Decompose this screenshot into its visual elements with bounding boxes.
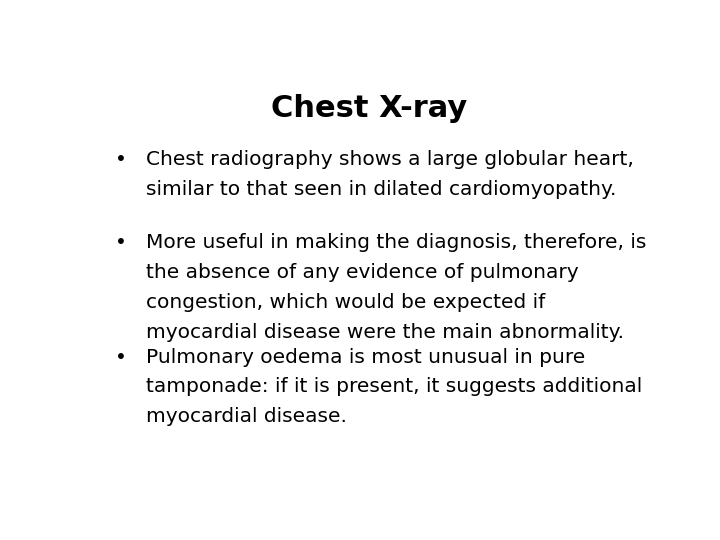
Text: •: • xyxy=(114,150,127,169)
Text: Chest radiography shows a large globular heart,: Chest radiography shows a large globular… xyxy=(145,150,634,169)
Text: •: • xyxy=(114,233,127,252)
Text: More useful in making the diagnosis, therefore, is: More useful in making the diagnosis, the… xyxy=(145,233,646,252)
Text: similar to that seen in dilated cardiomyopathy.: similar to that seen in dilated cardiomy… xyxy=(145,180,616,199)
Text: tamponade: if it is present, it suggests additional: tamponade: if it is present, it suggests… xyxy=(145,377,642,396)
Text: myocardial disease were the main abnormality.: myocardial disease were the main abnorma… xyxy=(145,323,624,342)
Text: congestion, which would be expected if: congestion, which would be expected if xyxy=(145,293,545,312)
Text: myocardial disease.: myocardial disease. xyxy=(145,407,346,427)
Text: the absence of any evidence of pulmonary: the absence of any evidence of pulmonary xyxy=(145,263,578,282)
Text: Chest X-ray: Chest X-ray xyxy=(271,94,467,123)
Text: •: • xyxy=(114,348,127,367)
Text: Pulmonary oedema is most unusual in pure: Pulmonary oedema is most unusual in pure xyxy=(145,348,585,367)
